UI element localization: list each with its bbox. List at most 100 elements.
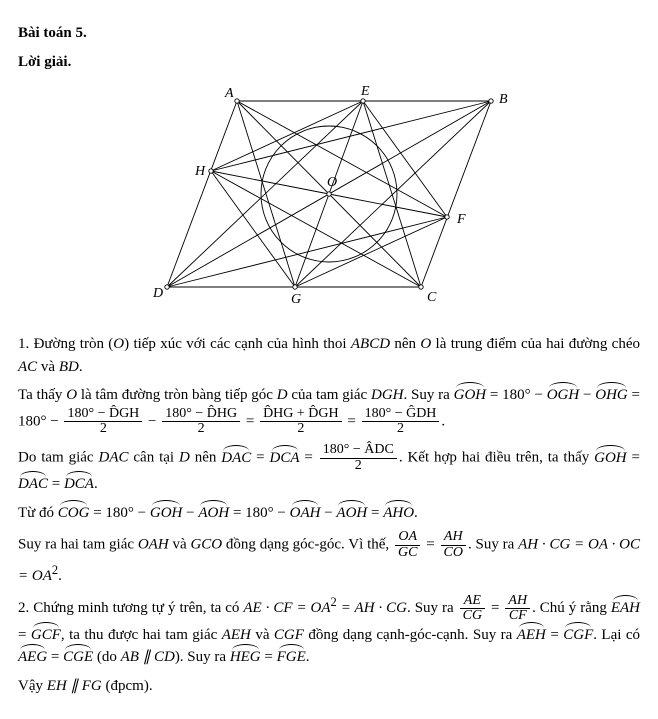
text: và (251, 627, 274, 643)
text: . Suy ra (404, 387, 454, 403)
para-1: 1. Đường tròn (O) tiếp xúc với các cạnh … (18, 333, 640, 378)
numerator: AE (460, 594, 485, 610)
text: . (79, 359, 83, 375)
svg-text:A: A (224, 86, 234, 101)
text: = (251, 450, 269, 466)
angle: AOH (198, 502, 229, 525)
para-4: Từ đó COG = 180° − GOH − AOH = 180° − OA… (18, 502, 640, 525)
svg-text:F: F (456, 212, 466, 227)
angle: AHO (383, 502, 414, 525)
text: và (169, 537, 191, 553)
text: Suy ra hai tam giác (18, 537, 138, 553)
text: Từ đó (18, 505, 58, 521)
sym: AE · CF = OA (243, 600, 330, 616)
denominator: CO (441, 546, 466, 561)
angle-OHG: OHG (595, 384, 628, 407)
text: ). Suy ra (175, 649, 230, 665)
angle: CGF (563, 624, 593, 647)
sym-BD: BD (59, 359, 79, 375)
denominator: GC (395, 546, 420, 561)
text: = (261, 649, 277, 665)
text: đồng dạng góc-góc. Vì thế, (222, 537, 393, 553)
text: nên (390, 336, 420, 352)
text: = (546, 627, 563, 643)
para-5: Suy ra hai tam giác OAH và GCO đồng dạng… (18, 530, 640, 587)
sym: O (66, 387, 77, 403)
sym-AC: AC (18, 359, 37, 375)
sym: CGF (274, 627, 304, 643)
angle: FGE (277, 646, 306, 669)
text: của tam giác (288, 387, 371, 403)
text: = (300, 450, 318, 466)
text: . (58, 568, 62, 584)
denominator: 2 (362, 422, 440, 437)
numerator: 180° − ÂDC (320, 443, 397, 459)
text: là tâm đường tròn bàng tiếp góc (77, 387, 277, 403)
text: − (579, 387, 595, 403)
sym: AEH (222, 627, 251, 643)
angle: DAC (18, 473, 48, 496)
fraction: D̂HG + D̂GH2 (260, 407, 342, 437)
sym: OAH (138, 537, 169, 553)
text: . (441, 413, 445, 429)
angle: CGE (63, 646, 93, 669)
solution-title: Lời giải. (18, 51, 640, 74)
text: . Chú ý rằng (532, 600, 611, 616)
text: nên (190, 450, 221, 466)
denominator: 2 (260, 422, 342, 437)
sym: EH ∥ FG (47, 678, 102, 694)
text: − (144, 413, 160, 429)
para-3: Do tam giác DAC cân tại D nên DAC = DCA … (18, 443, 640, 496)
text: = 180° − (229, 505, 289, 521)
text: , ta thu được hai tam giác (61, 627, 222, 643)
sym-O: O (113, 336, 124, 352)
svg-text:E: E (360, 84, 370, 99)
sym: AB ∥ CD (121, 649, 175, 665)
sym: DAC (98, 450, 128, 466)
text: Do tam giác (18, 450, 98, 466)
text: 1. Đường tròn ( (18, 336, 113, 352)
text: = 180° − (486, 387, 547, 403)
angle: DCA (64, 473, 94, 496)
angle: GCF (31, 624, 61, 647)
para-7: Vậy EH ∥ FG (đpcm). (18, 675, 640, 698)
svg-text:G: G (291, 292, 301, 307)
text: . (94, 476, 98, 492)
denominator: 2 (320, 459, 397, 474)
text: = (18, 627, 31, 643)
fraction: OAGC (395, 530, 420, 560)
text: = (487, 600, 503, 616)
text: . Suy ra (468, 537, 518, 553)
text: . (414, 505, 418, 521)
sym: D (277, 387, 288, 403)
text: = (242, 413, 258, 429)
denominator: 2 (162, 422, 240, 437)
angle: HEG (230, 646, 261, 669)
svg-text:C: C (427, 290, 437, 305)
text: = (47, 649, 63, 665)
para-6: 2. Chứng minh tương tự ý trên, ta có AE … (18, 593, 640, 669)
fraction: 180° − D̂GH2 (64, 407, 142, 437)
fraction: 180° − ĜDH2 (362, 407, 440, 437)
angle: GOH (150, 502, 183, 525)
text: đồng dạng cạnh-góc-cạnh. Suy ra (304, 627, 517, 643)
angle: AEG (18, 646, 47, 669)
text: (do (93, 649, 121, 665)
text: và (37, 359, 59, 375)
fraction: 180° − D̂HG2 (162, 407, 240, 437)
numerator: 180° − D̂GH (64, 407, 142, 423)
text: − (320, 505, 336, 521)
angle-OGH: OGH (547, 384, 580, 407)
numerator: 180° − ĜDH (362, 407, 440, 423)
text: Ta thấy (18, 387, 66, 403)
text: . Kết hợp hai điều trên, ta thấy (399, 450, 594, 466)
text: = (48, 476, 64, 492)
denominator: CG (460, 609, 485, 624)
text: = (422, 537, 438, 553)
numerator: D̂HG + D̂GH (260, 407, 342, 423)
text: là trung điểm của hai đường chéo (431, 336, 640, 352)
text: = (627, 450, 640, 466)
text: 2. Chứng minh tương tự ý trên, ta có (18, 600, 243, 616)
sym: DGH (371, 387, 404, 403)
geometry-diagram: ABCDOEGHF (129, 79, 529, 319)
